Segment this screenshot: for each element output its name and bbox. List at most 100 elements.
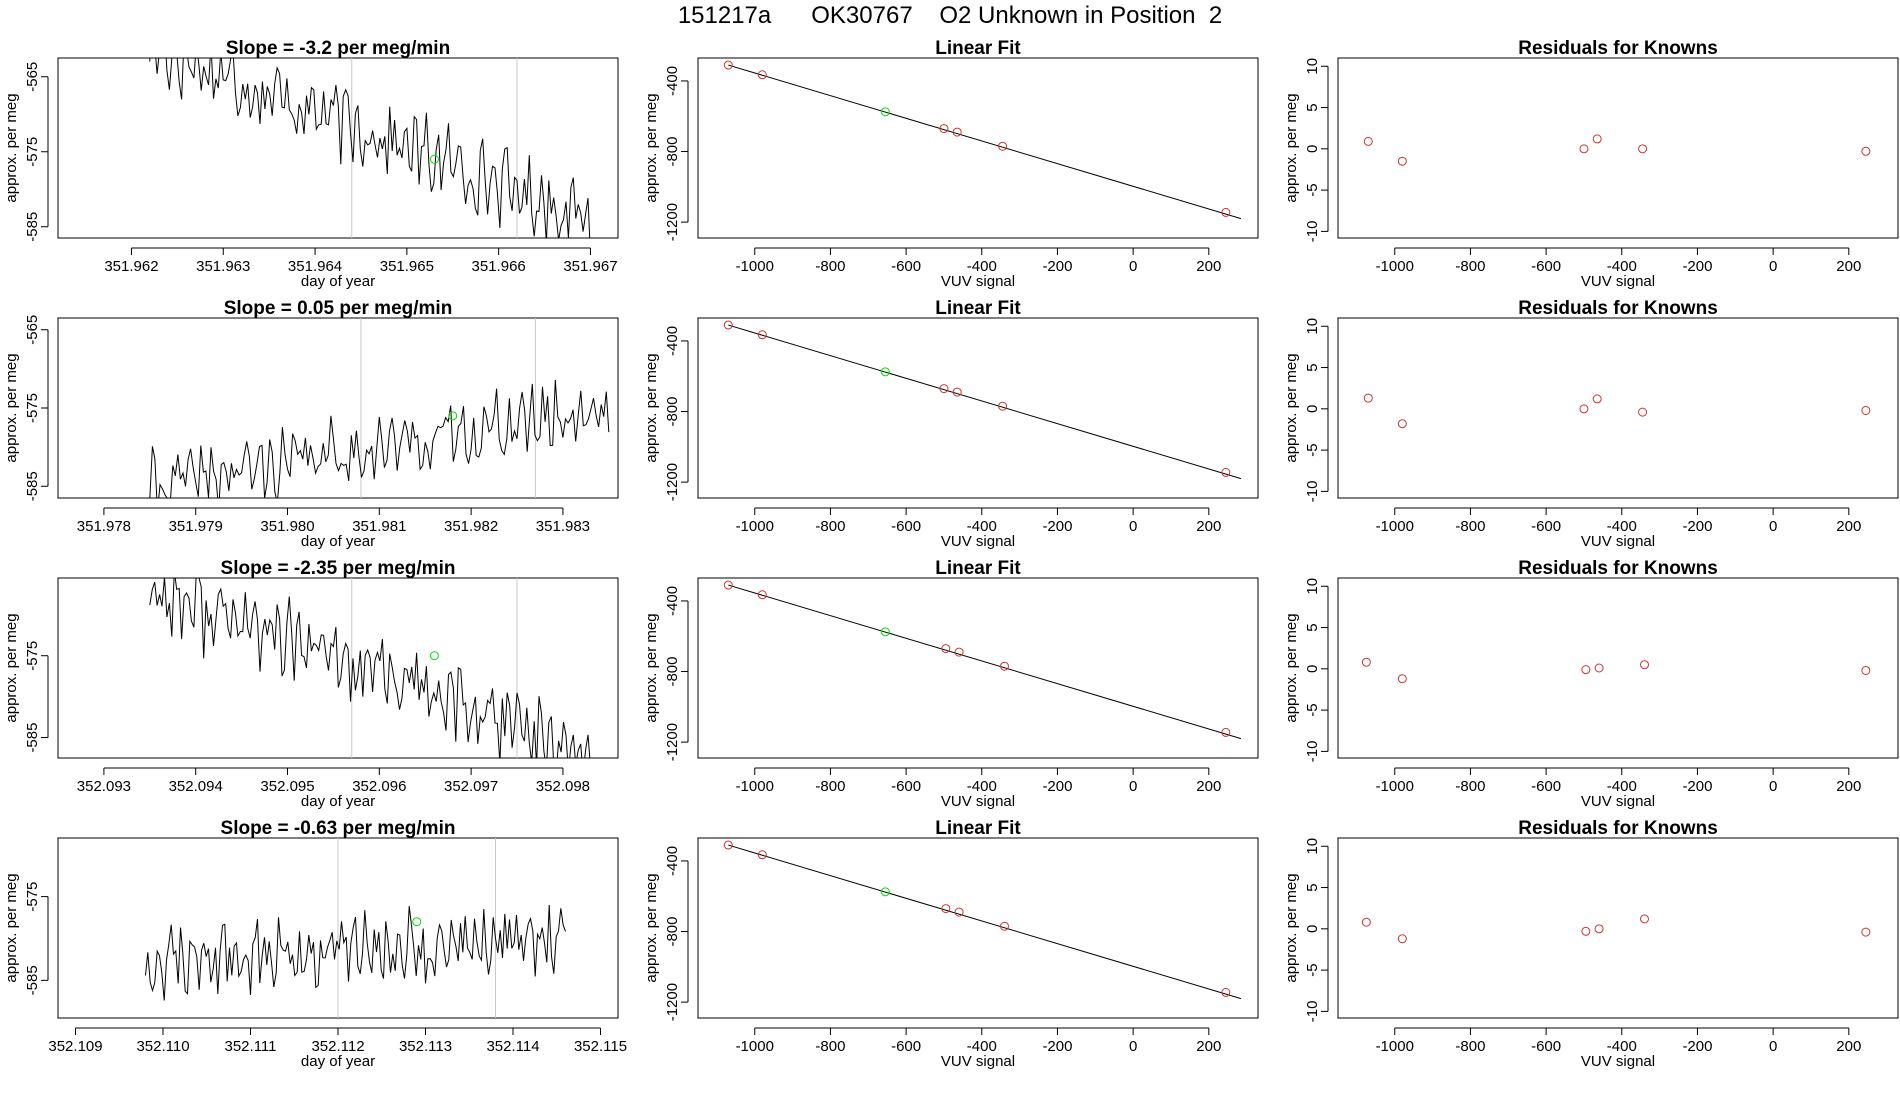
residuals-plot-frame: [1337, 837, 1899, 1019]
linear-fit-x-tick-label: -400: [967, 1038, 997, 1055]
timeseries-x-axis-label: day of year: [301, 533, 375, 550]
known-point: [723, 580, 733, 590]
timeseries-y-tick-label: -565: [24, 62, 41, 92]
residuals-x-tick-label: 200: [1836, 518, 1861, 535]
residuals-y-axis-label: approx. per meg: [1283, 93, 1300, 202]
linear-fit-x-tick-label: -600: [891, 778, 921, 795]
linear-fit-y-axis-label: approx. per meg: [643, 873, 660, 982]
residual-point: [1861, 927, 1871, 937]
residuals-plot-frame: [1337, 317, 1899, 499]
per-meg-trace-line: [149, 578, 591, 758]
residual-point: [1579, 144, 1589, 154]
unknown-point: [880, 627, 890, 637]
timeseries-x-tick-label: 351.983: [536, 518, 590, 535]
residuals-x-tick-label: -800: [1455, 1038, 1485, 1055]
residuals-x-tick-label: -1000: [1376, 258, 1414, 275]
timeseries-x-tick-label: 351.965: [380, 258, 434, 275]
known-point: [723, 840, 733, 850]
residuals-x-tick-label: -600: [1531, 518, 1561, 535]
linear-fit-y-tick-label: -1200: [664, 463, 681, 501]
unknown-point: [880, 887, 890, 897]
residual-point: [1638, 144, 1648, 154]
residuals-y-tick-label: 10: [1304, 838, 1321, 855]
timeseries-title: Slope = -2.35 per meg/min: [221, 558, 456, 579]
linear-fit-x-tick-label: 0: [1129, 778, 1137, 795]
linear-fit-x-tick-label: 200: [1196, 518, 1221, 535]
linear-fit-y-tick-label: -800: [664, 137, 681, 167]
timeseries-x-axis-label: day of year: [301, 793, 375, 810]
timeseries-y-tick-label: -585: [24, 723, 41, 753]
fit-line: [728, 584, 1242, 740]
residuals-x-tick-label: -600: [1531, 778, 1561, 795]
linear-fit-x-tick-label: 0: [1129, 258, 1137, 275]
residuals-x-tick-label: -200: [1682, 778, 1712, 795]
residuals-title: Residuals for Knowns: [1518, 38, 1718, 59]
linear-fit-x-tick-label: -200: [1042, 778, 1072, 795]
linear-fit-panel: Linear Fit -1000 -800 -600 -400 -200 0 200 VUV s…: [643, 818, 1259, 1070]
residual-point: [1363, 136, 1373, 146]
linear-fit-x-axis-label: VUV signal: [941, 1053, 1015, 1070]
fit-line: [728, 844, 1242, 1000]
residuals-panel: Residuals for Knowns-1000 -800 -600 -400 -20…: [1283, 38, 1899, 290]
linear-fit-x-tick-label: -400: [967, 258, 997, 275]
linear-fit-x-axis-label: VUV signal: [941, 793, 1015, 810]
linear-fit-panel: Linear Fit -1000 -800 -600 -400 -200 0 200 VUV s…: [643, 298, 1259, 550]
timeseries-y-tick-label: -575: [24, 393, 41, 423]
residuals-y-tick-label: -10: [1304, 741, 1321, 763]
linear-fit-x-tick-label: -400: [967, 778, 997, 795]
known-point: [941, 644, 951, 654]
residuals-y-tick-label: -5: [1304, 443, 1321, 456]
residuals-y-axis-label: approx. per meg: [1283, 613, 1300, 722]
fit-line: [728, 64, 1242, 220]
residuals-y-tick-label: 5: [1304, 883, 1321, 891]
residuals-x-axis-label: VUV signal: [1581, 793, 1655, 810]
linear-fit-y-tick-label: -800: [664, 397, 681, 427]
known-point: [757, 330, 767, 340]
known-point: [757, 70, 767, 80]
linear-fit-plot-frame: [697, 317, 1259, 499]
linear-fit-y-tick-label: -400: [664, 846, 681, 876]
linear-fit-x-tick-label: -800: [815, 258, 845, 275]
residuals-y-tick-label: 0: [1304, 925, 1321, 933]
timeseries-x-tick-label: 351.963: [196, 258, 250, 275]
timeseries-y-axis-label: approx. per meg: [3, 873, 20, 982]
linear-fit-x-tick-label: -600: [891, 1038, 921, 1055]
residual-point: [1861, 665, 1871, 675]
linear-fit-y-tick-label: -1200: [664, 723, 681, 761]
residual-point: [1638, 407, 1648, 417]
linear-fit-x-tick-label: -200: [1042, 258, 1072, 275]
per-meg-trace-line: [149, 58, 591, 238]
timeseries-x-tick-label: 352.098: [536, 778, 590, 795]
known-point: [723, 320, 733, 330]
linear-fit-plot-frame: [697, 837, 1259, 1019]
per-meg-trace-line: [149, 379, 610, 498]
residual-point: [1861, 405, 1871, 415]
residuals-panel: Residuals for Knowns-1000 -800 -600 -400 -20…: [1283, 558, 1899, 810]
linear-fit-y-tick-label: -1200: [664, 203, 681, 241]
linear-fit-x-tick-label: -600: [891, 258, 921, 275]
residuals-x-tick-label: 200: [1836, 258, 1861, 275]
linear-fit-x-tick-label: 0: [1129, 518, 1137, 535]
linear-fit-x-tick-label: -400: [967, 518, 997, 535]
residuals-x-tick-label: -600: [1531, 258, 1561, 275]
residuals-y-tick-label: 10: [1304, 578, 1321, 595]
linear-fit-y-tick-label: -800: [664, 657, 681, 687]
residuals-x-tick-label: -800: [1455, 518, 1485, 535]
timeseries-y-tick-label: -575: [24, 641, 41, 671]
known-point: [1221, 727, 1231, 737]
linear-fit-title: Linear Fit: [935, 558, 1021, 579]
timeseries-plot-frame: [57, 57, 619, 239]
known-point: [999, 661, 1009, 671]
linear-fit-x-tick-label: -1000: [736, 518, 774, 535]
residuals-y-tick-label: 0: [1304, 665, 1321, 673]
residuals-y-tick-label: -10: [1304, 221, 1321, 243]
residual-point: [1397, 156, 1407, 166]
timeseries-x-tick-label: 352.111: [225, 1038, 277, 1055]
known-point: [1221, 467, 1231, 477]
residuals-x-axis-label: VUV signal: [1581, 1053, 1655, 1070]
linear-fit-panel: Linear Fit -1000 -800 -600 -400 -200 0 200 VUV s…: [643, 38, 1259, 290]
unknown-point: [880, 107, 890, 117]
timeseries-x-tick-label: 351.966: [472, 258, 526, 275]
linear-fit-panel: Linear Fit -1000 -800 -600 -400 -200 0 200 VUV s…: [643, 558, 1259, 810]
residual-point: [1397, 674, 1407, 684]
